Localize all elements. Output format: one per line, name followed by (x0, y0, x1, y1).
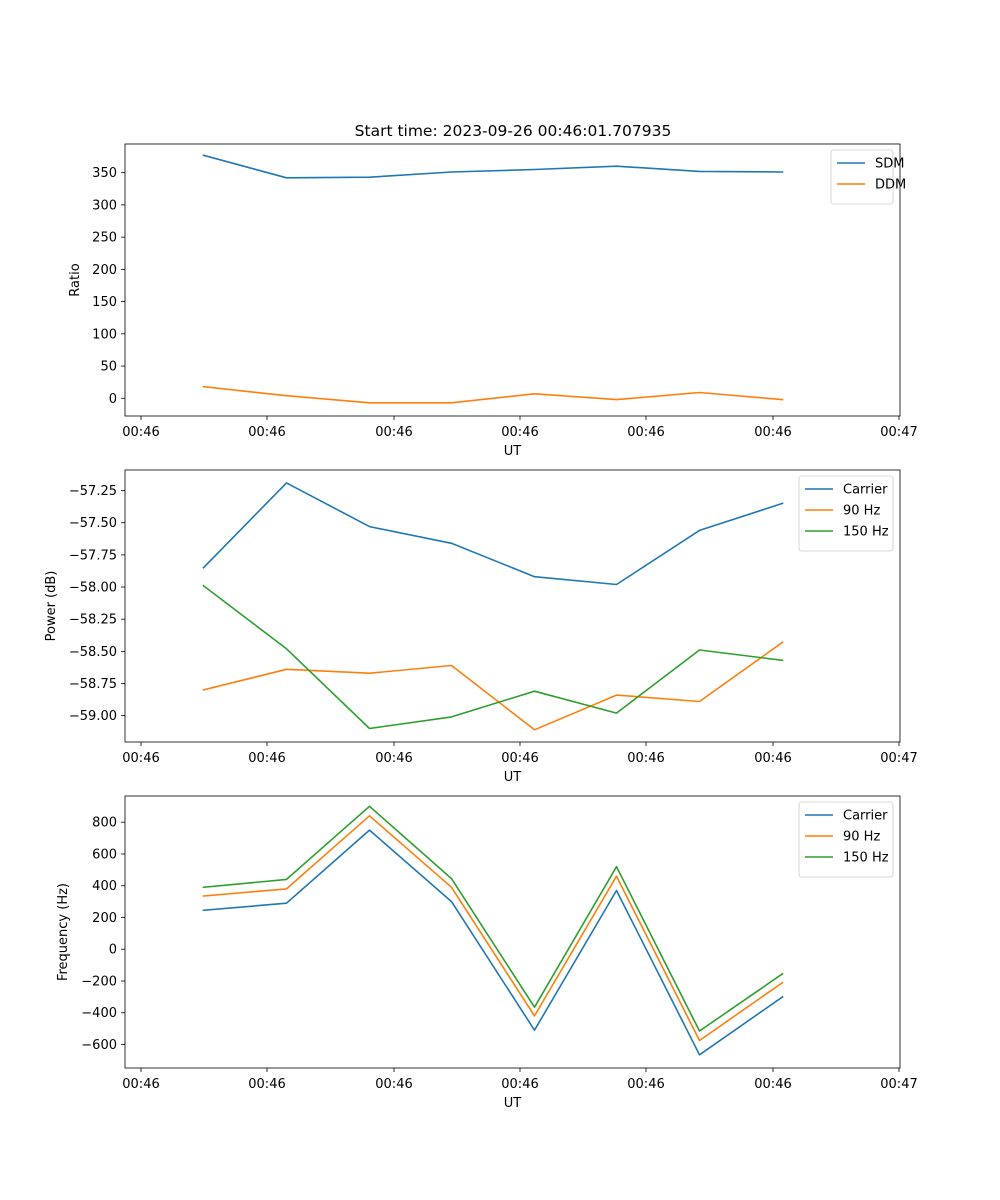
x-tick-label: 00:46 (501, 1077, 538, 1092)
y-tick-label: 0 (109, 392, 117, 407)
figure-title: Start time: 2023-09-26 00:46:01.707935 (355, 122, 672, 140)
legend-label: 90 Hz (843, 504, 880, 519)
y-axis-label: Ratio (68, 263, 83, 296)
x-tick-label: 00:47 (880, 425, 917, 440)
series-line-150-hz (202, 584, 784, 730)
y-axis-label: Frequency (Hz) (56, 883, 71, 981)
series-line-90-hz (202, 641, 784, 731)
y-tick-label: 150 (92, 295, 117, 310)
x-tick-label: 00:46 (754, 425, 791, 440)
x-tick-label: 00:46 (627, 751, 664, 766)
y-tick-label: 100 (92, 327, 117, 342)
x-tick-label: 00:46 (122, 1077, 159, 1092)
y-tick-label: 800 (92, 816, 117, 831)
x-tick-label: 00:46 (122, 751, 159, 766)
x-tick-label: 00:46 (122, 425, 159, 440)
y-tick-label: 400 (92, 879, 117, 894)
x-axis-label: UT (504, 444, 522, 459)
series-line-carrier (202, 829, 784, 1056)
y-tick-label: −57.25 (69, 484, 117, 499)
x-tick-label: 00:47 (880, 751, 917, 766)
y-tick-label: −58.75 (69, 677, 117, 692)
x-tick-label: 00:46 (248, 425, 285, 440)
y-axis-label: Power (dB) (44, 571, 59, 642)
y-tick-label: −58.25 (69, 613, 117, 628)
x-tick-label: 00:46 (248, 751, 285, 766)
legend-label: SDM (875, 157, 904, 172)
legend: SDM DDM (830, 149, 906, 205)
x-tick-label: 00:46 (248, 1077, 285, 1092)
y-tick-label: −57.50 (69, 516, 117, 531)
legend: Carrier 90 Hz 150 Hz (798, 475, 894, 552)
series-line-90-hz (202, 814, 784, 1042)
legend-label: 150 Hz (843, 525, 889, 540)
legend-label: Carrier (843, 809, 888, 824)
y-tick-label: −400 (81, 1006, 117, 1021)
series-line-sdm (202, 154, 784, 179)
x-axis-label: UT (504, 770, 522, 785)
legend-label: Carrier (843, 483, 888, 498)
x-tick-label: 00:46 (627, 1077, 664, 1092)
panels: 00:46 00:46 00:46 00:46 00:46 00:46 00:47 UT 0 50… (44, 143, 918, 1111)
series-line-carrier (202, 482, 784, 586)
panel-3: 00:46 00:46 00:46 00:46 00:46 00:46 00:47 UT −60… (56, 795, 918, 1111)
legend-label: DDM (875, 178, 906, 193)
y-tick-label: 50 (100, 360, 117, 375)
legend: Carrier 90 Hz 150 Hz (798, 801, 894, 878)
legend-frame (798, 475, 894, 552)
axes-frame (124, 795, 901, 1069)
y-tick-label: 250 (92, 231, 117, 246)
y-tick-label: 200 (92, 263, 117, 278)
y-tick-label: 300 (92, 198, 117, 213)
x-tick-label: 00:46 (375, 425, 412, 440)
y-tick-label: 600 (92, 847, 117, 862)
x-tick-label: 00:46 (501, 425, 538, 440)
panel-2: 00:46 00:46 00:46 00:46 00:46 00:46 00:47 UT −59… (44, 469, 918, 785)
x-tick-label: 00:46 (754, 1077, 791, 1092)
y-tick-label: −59.00 (69, 709, 117, 724)
x-tick-label: 00:47 (880, 1077, 917, 1092)
y-tick-label: −58.50 (69, 645, 117, 660)
x-tick-label: 00:46 (375, 751, 412, 766)
x-axis-label: UT (504, 1096, 522, 1111)
panel-1: 00:46 00:46 00:46 00:46 00:46 00:46 00:47 UT 0 50… (68, 143, 918, 459)
series-line-150-hz (202, 805, 784, 1032)
y-tick-label: 200 (92, 911, 117, 926)
y-tick-label: −57.75 (69, 548, 117, 563)
y-tick-label: −200 (81, 974, 117, 989)
legend-frame (798, 801, 894, 878)
series-line-ddm (202, 385, 784, 404)
axes-frame (124, 469, 901, 743)
y-tick-label: 0 (109, 943, 117, 958)
axes-frame (124, 143, 901, 417)
legend-label: 90 Hz (843, 830, 880, 845)
legend-label: 150 Hz (843, 851, 889, 866)
x-tick-label: 00:46 (375, 1077, 412, 1092)
x-tick-label: 00:46 (754, 751, 791, 766)
y-tick-label: −58.00 (69, 581, 117, 596)
x-tick-label: 00:46 (501, 751, 538, 766)
x-tick-label: 00:46 (627, 425, 664, 440)
y-tick-label: −600 (81, 1038, 117, 1053)
y-tick-label: 350 (92, 166, 117, 181)
